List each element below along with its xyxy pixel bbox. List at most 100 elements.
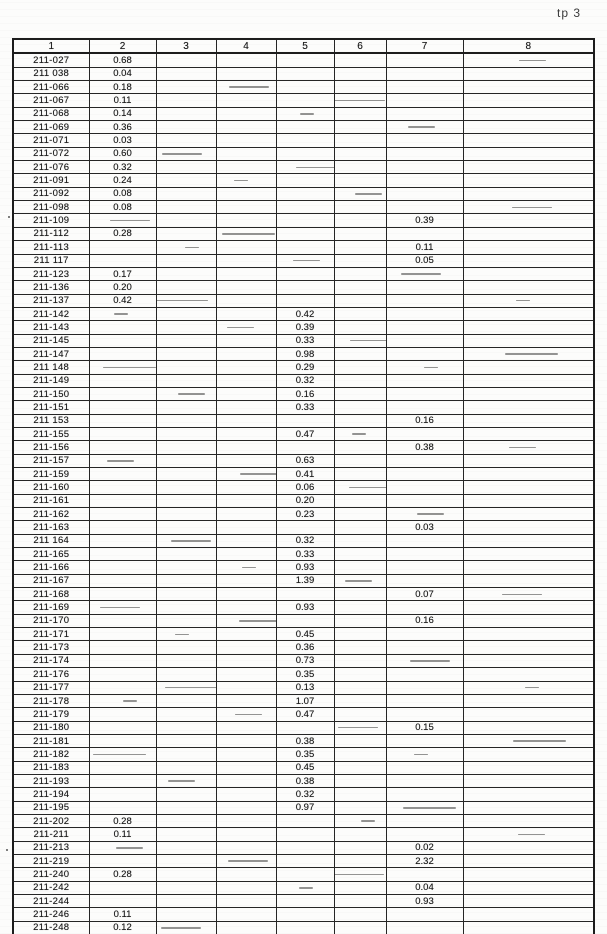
value-cell-col5: [275, 520, 335, 535]
scan-artifact: [502, 593, 543, 595]
scan-artifact: [408, 126, 435, 128]
value-cell-col6: [333, 293, 387, 308]
value-cell-col2: [88, 653, 157, 669]
value-cell-col4: [215, 680, 277, 695]
value-cell-col4: [215, 867, 277, 882]
row-id-cell: 211-123: [12, 266, 90, 282]
value-cell-col5: 0.38: [275, 733, 335, 749]
value-cell-col8: [462, 627, 595, 642]
scan-artifact: [360, 820, 375, 822]
value-cell-col3: [155, 507, 217, 522]
row-id-cell: 211-076: [12, 160, 90, 175]
value-cell-col7: [385, 800, 464, 815]
value-cell-col5: 0.35: [275, 747, 335, 762]
value-cell-col8: [462, 226, 595, 242]
table-row: 211-246 0.11: [12, 907, 595, 922]
table-row: 211-171 0.45: [12, 627, 595, 642]
row-id-cell: 211-211: [12, 827, 90, 842]
value-cell-col7: [385, 146, 464, 162]
value-cell-col7: [385, 120, 464, 135]
value-cell-col4: [215, 653, 277, 669]
value-cell-col4: [215, 640, 277, 655]
value-cell-col7: 0.04: [385, 880, 464, 896]
value-cell-col3: [155, 160, 217, 175]
table-row: 211-027 0.68: [12, 52, 595, 68]
value-cell-col2: [88, 613, 157, 629]
value-cell-col5: 0.97: [275, 800, 335, 815]
table-row: 211-165 0.33: [12, 547, 595, 562]
scan-artifact: [335, 873, 384, 876]
row-id-cell: 211 038: [12, 66, 90, 82]
value-cell-col6: [333, 840, 387, 855]
value-cell-col8: [462, 560, 595, 575]
value-cell-col5: 0.33: [275, 547, 335, 562]
value-cell-col4: [215, 413, 277, 428]
value-cell-col4: [215, 373, 277, 388]
value-cell-col6: [333, 720, 387, 735]
column-header-1: 1: [12, 38, 90, 55]
scan-artifact: [177, 393, 205, 395]
value-cell-col5: [275, 720, 335, 735]
scan-artifact: [109, 219, 150, 222]
row-id-cell: 211-149: [12, 373, 90, 388]
table-row: 211-149 0.32: [12, 373, 595, 388]
value-cell-col3: [155, 587, 217, 602]
value-cell-col2: [88, 400, 157, 415]
value-cell-col4: [215, 466, 277, 482]
row-id-cell: 211-213: [12, 840, 90, 855]
scan-artifact: [114, 313, 128, 315]
value-cell-col4: [215, 52, 277, 68]
value-cell-col6: [333, 173, 387, 188]
value-cell-col6: [333, 733, 387, 749]
value-cell-col5: [275, 93, 335, 108]
table-row: 211-112 0.28: [12, 226, 595, 242]
scan-artifact: [298, 887, 313, 889]
value-cell-col7: [385, 466, 464, 482]
value-cell-col2: [88, 840, 157, 855]
scan-artifact: [157, 299, 208, 302]
value-cell-col4: [215, 600, 277, 615]
value-cell-col6: [333, 573, 387, 589]
value-cell-col5: [275, 920, 335, 934]
column-header-4: 4: [215, 38, 277, 55]
value-cell-col4: [215, 667, 277, 682]
value-cell-col7: [385, 547, 464, 562]
table-row: 211-167 1.39: [12, 573, 595, 589]
scan-artifact: [107, 460, 134, 462]
table-row: 211-159 0.41: [12, 466, 595, 482]
value-cell-col4: [215, 386, 277, 402]
value-cell-col6: [333, 920, 387, 934]
scan-artifact: [164, 686, 215, 689]
value-cell-col3: [155, 680, 217, 695]
scan-artifact: [175, 633, 189, 636]
value-cell-col3: [155, 320, 217, 335]
value-cell-col4: [215, 613, 277, 629]
value-cell-col8: [462, 907, 595, 922]
value-cell-col7: 0.02: [385, 840, 464, 855]
value-cell-col8: [462, 93, 595, 108]
scan-artifact: [414, 753, 428, 756]
value-cell-col6: [333, 333, 387, 348]
value-cell-col5: [275, 106, 335, 122]
value-cell-col6: [333, 213, 387, 228]
scan-artifact: [409, 660, 450, 662]
table-row: 211-092 0.08: [12, 186, 595, 202]
value-cell-col6: [333, 827, 387, 842]
value-cell-col3: [155, 907, 217, 922]
table-row: 211-113 0.11: [12, 240, 595, 255]
table-row: 211-240 0.28: [12, 867, 595, 882]
value-cell-col7: [385, 680, 464, 695]
row-id-cell: 211-071: [12, 133, 90, 148]
value-cell-col5: 0.20: [275, 493, 335, 509]
value-cell-col3: [155, 613, 217, 629]
value-cell-col4: [215, 920, 277, 934]
value-cell-col8: [462, 106, 595, 122]
value-cell-col2: 0.14: [88, 106, 157, 122]
value-cell-col3: [155, 720, 217, 735]
row-id-cell: 211-069: [12, 120, 90, 135]
row-id-cell: 211-151: [12, 400, 90, 415]
value-cell-col6: [333, 707, 387, 722]
value-cell-col4: [215, 146, 277, 162]
value-cell-col2: [88, 853, 157, 869]
